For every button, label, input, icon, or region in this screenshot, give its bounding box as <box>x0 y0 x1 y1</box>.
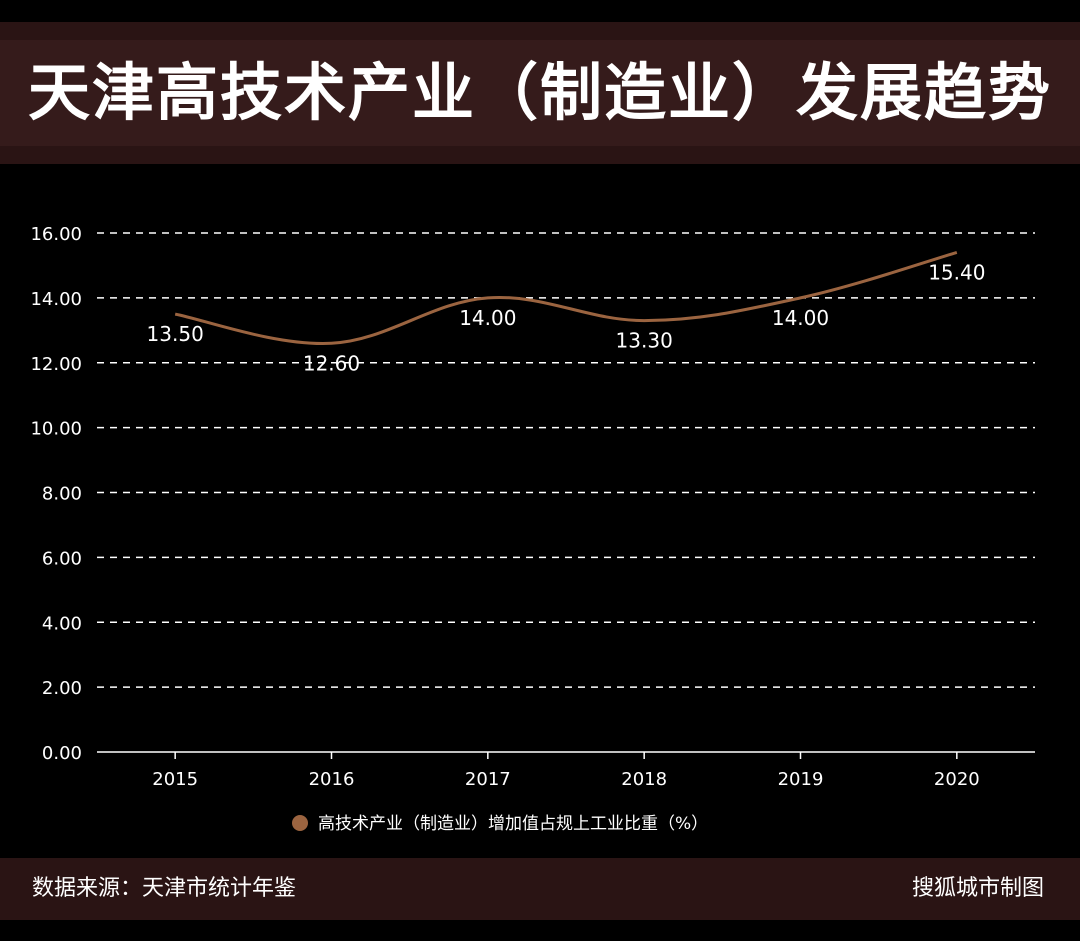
x-tick-label: 2018 <box>621 769 667 790</box>
data-label: 13.30 <box>616 329 673 353</box>
x-tick-label: 2015 <box>152 769 198 790</box>
data-label: 14.00 <box>459 306 516 330</box>
y-tick-label: 2.00 <box>42 678 82 699</box>
credit-text: 搜狐城市制图 <box>911 876 1044 901</box>
legend-marker <box>292 815 308 831</box>
x-tick-label: 2017 <box>465 769 511 790</box>
x-tick-label: 2020 <box>934 769 980 790</box>
line-chart: 0.00 2.00 4.00 6.00 8.00 10.00 12.00 14.00 16.00… <box>30 224 1035 834</box>
title-band-inner: 天津高技术产业（制造业）发展趋势 <box>0 40 1080 146</box>
y-tick-label: 4.00 <box>42 613 82 634</box>
data-label: 14.00 <box>772 306 829 330</box>
y-tick-label: 6.00 <box>42 548 82 569</box>
data-label: 13.50 <box>147 322 204 346</box>
data-label: 12.60 <box>303 351 360 375</box>
series-line <box>174 251 958 345</box>
chart-title: 天津高技术产业（制造业）发展趋势 <box>27 56 1052 129</box>
x-tick-label: 2016 <box>309 769 355 790</box>
y-tick-label: 8.00 <box>42 484 82 505</box>
x-tick-label: 2019 <box>778 769 824 790</box>
title-band: 天津高技术产业（制造业）发展趋势 <box>0 22 1080 164</box>
y-tick-label: 10.00 <box>30 419 82 440</box>
y-tick-label: 16.00 <box>30 224 82 245</box>
y-tick-label: 0.00 <box>42 743 82 764</box>
data-label: 15.40 <box>928 260 985 284</box>
data-source: 数据来源：天津市统计年鉴 <box>32 876 297 901</box>
footer-band: 数据来源：天津市统计年鉴 搜狐城市制图 <box>0 858 1080 920</box>
legend-label: 高技术产业（制造业）增加值占规上工业比重（%） <box>318 814 708 834</box>
y-tick-label: 14.00 <box>30 289 82 310</box>
y-tick-label: 12.00 <box>30 354 82 375</box>
